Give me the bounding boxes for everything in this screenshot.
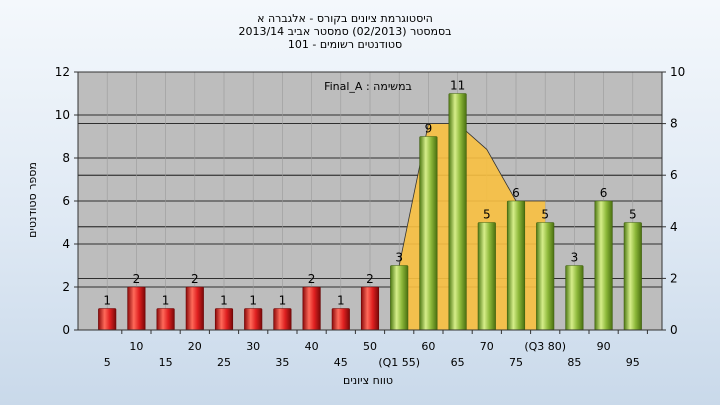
- bar-30: [244, 308, 263, 331]
- y2-tick-label: 2: [670, 271, 678, 285]
- x-tick-label: 60: [421, 340, 435, 353]
- y2-tick-label: 4: [670, 220, 678, 234]
- bar-60: [419, 136, 438, 331]
- x-tick-label: 50: [363, 340, 377, 353]
- x-tick-label: 85: [567, 356, 581, 369]
- x-tick-label: 25: [217, 356, 231, 369]
- bar-25: [214, 308, 234, 331]
- y2-tick-label: 0: [670, 323, 678, 337]
- bar-90: [594, 200, 613, 331]
- x-tick-label: 35: [275, 356, 289, 369]
- y-axis-title: מספר סטודנטים: [26, 162, 39, 238]
- data-label-20: 2: [191, 272, 199, 286]
- chart-title-line-2: בסמסטר (02/2013) סמסטר אביב 2013/14: [238, 25, 451, 38]
- data-label-65: 11: [450, 79, 465, 93]
- x-tick-label: 15: [159, 356, 173, 369]
- x-tick-label: 65: [451, 356, 465, 369]
- x-tick-label: 75: [509, 356, 523, 369]
- x-tick-label: 70: [480, 340, 494, 353]
- data-label-5: 1: [103, 294, 111, 308]
- bar-20: [185, 286, 204, 331]
- data-label-85: 3: [571, 251, 579, 265]
- y-tick-label: 8: [62, 151, 70, 165]
- x-tick-label: (Q1 55): [378, 356, 420, 369]
- grid-lines: [78, 72, 662, 330]
- bar-45: [331, 308, 350, 331]
- data-label-55: 3: [395, 251, 403, 265]
- x-tick-label: (Q3 80): [524, 340, 566, 353]
- x-tick-label: 95: [626, 356, 640, 369]
- data-label-95: 5: [629, 208, 637, 222]
- y-tick-label: 10: [55, 108, 70, 122]
- x-tick-label: 30: [246, 340, 260, 353]
- data-label-80: 5: [541, 208, 549, 222]
- bar-75: [506, 200, 526, 331]
- y2-tick-label: 6: [670, 168, 678, 182]
- y-tick-label: 12: [55, 65, 70, 79]
- task-annotation: במשימה : Final_A: [324, 80, 412, 93]
- data-label-50: 2: [366, 272, 374, 286]
- y-tick-label: 0: [62, 323, 70, 337]
- data-label-70: 5: [483, 208, 491, 222]
- data-label-60: 9: [425, 122, 433, 136]
- bar-35: [273, 308, 292, 331]
- x-tick-label: 90: [597, 340, 611, 353]
- bar-40: [302, 286, 321, 331]
- data-label-25: 1: [220, 294, 228, 308]
- bar-5: [98, 308, 117, 331]
- bar-80: [536, 222, 555, 331]
- y-tick-label: 2: [62, 280, 70, 294]
- data-label-45: 1: [337, 294, 345, 308]
- x-tick-label: 5: [104, 356, 111, 369]
- bar-70: [477, 222, 496, 331]
- data-label-30: 1: [249, 294, 257, 308]
- data-label-10: 2: [133, 272, 141, 286]
- y-tick-label: 6: [62, 194, 70, 208]
- y2-tick-label: 8: [670, 117, 678, 131]
- bar-65: [448, 93, 467, 331]
- chart-title-line-3: סטודנטים רשומים - 101: [288, 38, 402, 51]
- bar-10: [127, 286, 146, 331]
- x-axis-title: טווח ציונים: [343, 374, 393, 387]
- bar-15: [156, 308, 175, 331]
- data-label-75: 6: [512, 186, 520, 200]
- data-label-40: 2: [308, 272, 316, 286]
- bar-55: [390, 265, 409, 331]
- x-tick-label: 20: [188, 340, 202, 353]
- bar-85: [565, 265, 584, 331]
- x-tick-label: 10: [129, 340, 143, 353]
- y-tick-label: 4: [62, 237, 70, 251]
- bar-50: [360, 286, 380, 331]
- bars-layer: [98, 93, 642, 331]
- data-label-90: 6: [600, 186, 608, 200]
- data-label-35: 1: [279, 294, 287, 308]
- bar-95: [623, 222, 642, 331]
- chart-title-line-1: היסטוגרמת ציונים בקורס - אלגברה א: [257, 12, 433, 25]
- y2-tick-label: 10: [670, 65, 685, 79]
- x-tick-label: 45: [334, 356, 348, 369]
- data-label-15: 1: [162, 294, 170, 308]
- x-tick-label: 40: [305, 340, 319, 353]
